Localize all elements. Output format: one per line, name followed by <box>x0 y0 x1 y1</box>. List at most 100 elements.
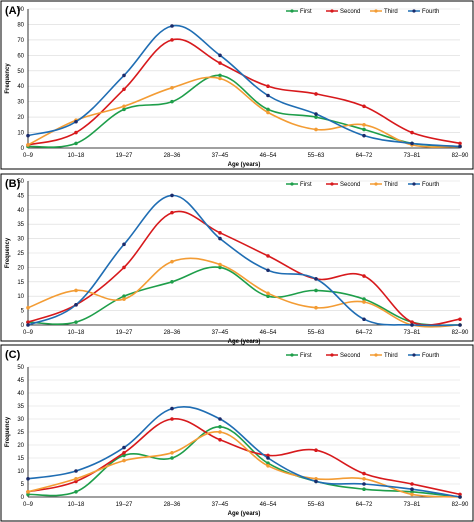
legend-label: First <box>300 353 312 359</box>
y-tick-label: 70 <box>17 38 24 44</box>
series-line <box>27 406 461 498</box>
data-point <box>458 495 462 499</box>
series-line <box>27 266 461 326</box>
x-tick-label: 19–27 <box>116 330 133 336</box>
data-point <box>362 300 366 304</box>
data-point <box>74 130 78 135</box>
legend-item-second: Second <box>326 182 360 188</box>
x-tick-label: 46–54 <box>260 502 277 508</box>
data-point <box>266 110 270 115</box>
x-tick-label: 0–9 <box>23 153 34 159</box>
data-point <box>218 76 222 81</box>
legend-marker <box>330 182 334 186</box>
y-tick-label: 15 <box>17 456 24 462</box>
legend-item-first: First <box>286 9 312 15</box>
data-point <box>266 461 270 466</box>
y-tick-label: 30 <box>17 237 24 243</box>
x-tick-label: 37–45 <box>212 153 229 159</box>
data-point <box>410 487 414 492</box>
y-axis-title: Frequency <box>5 416 11 447</box>
y-axis-title: Frequency <box>5 63 11 94</box>
data-point <box>122 265 126 270</box>
data-point <box>266 291 270 296</box>
data-point <box>74 320 78 324</box>
data-point <box>218 231 222 235</box>
legend-label: First <box>300 182 312 188</box>
legend-item-fourth: Fourth <box>408 9 439 15</box>
data-point <box>122 445 126 450</box>
data-point <box>362 127 366 132</box>
x-tick-label: 0–9 <box>23 330 34 336</box>
y-tick-label: 0 <box>21 495 25 501</box>
series-line <box>27 194 461 327</box>
data-point <box>74 303 78 307</box>
data-point <box>314 288 318 293</box>
data-point <box>362 297 366 301</box>
series-line <box>27 24 461 148</box>
data-point <box>362 487 366 492</box>
data-point <box>170 99 174 104</box>
y-tick-label: 45 <box>17 193 24 199</box>
data-point <box>314 448 318 453</box>
data-point <box>362 104 366 109</box>
legend-marker <box>374 182 378 186</box>
data-point <box>362 274 366 278</box>
legend-marker <box>290 353 294 357</box>
x-tick-label: 82–90 <box>452 502 469 508</box>
panel-border <box>0 173 474 342</box>
data-point <box>218 425 222 429</box>
y-tick-label: 60 <box>17 53 24 59</box>
panel-border <box>0 344 474 522</box>
data-point <box>266 453 270 458</box>
data-point <box>122 294 126 299</box>
data-point <box>362 123 366 127</box>
data-point <box>458 323 462 327</box>
data-point <box>458 144 462 149</box>
data-point <box>266 84 270 89</box>
data-point <box>74 119 78 124</box>
x-tick-label: 19–27 <box>116 153 133 159</box>
legend-marker <box>374 9 378 13</box>
data-point <box>170 24 174 28</box>
legend-marker <box>330 353 334 357</box>
panel-label: (A) <box>5 5 21 17</box>
data-point <box>218 417 222 421</box>
legend-label: Second <box>340 353 360 359</box>
series-second <box>26 210 462 326</box>
y-tick-label: 20 <box>17 265 24 271</box>
y-tick-label: 40 <box>17 391 24 397</box>
panel-label: (B) <box>5 178 21 190</box>
x-tick-label: 0–9 <box>23 502 34 508</box>
legend-item-third: Third <box>370 353 398 359</box>
data-point <box>266 268 270 273</box>
data-point <box>410 492 414 497</box>
x-tick-label: 55–63 <box>308 330 325 336</box>
data-point <box>26 477 30 481</box>
x-tick-label: 64–72 <box>356 502 373 508</box>
y-tick-label: 10 <box>17 469 24 475</box>
y-tick-label: 5 <box>21 482 25 488</box>
y-tick-label: 50 <box>17 179 24 185</box>
y-tick-label: 0 <box>21 146 25 152</box>
series-second <box>26 38 462 147</box>
legend-item-fourth: Fourth <box>408 353 439 359</box>
series-first <box>26 425 462 499</box>
data-point <box>170 259 174 264</box>
x-tick-label: 10–18 <box>68 153 85 159</box>
data-point <box>266 464 270 468</box>
x-tick-label: 28–36 <box>164 502 181 508</box>
data-point <box>74 477 78 481</box>
data-point <box>314 479 318 484</box>
legend-label: First <box>300 9 312 15</box>
x-tick-label: 28–36 <box>164 330 181 336</box>
data-point <box>170 456 174 460</box>
data-point <box>74 469 78 473</box>
y-tick-label: 80 <box>17 22 24 28</box>
panel-border <box>0 0 474 170</box>
legend-label: Fourth <box>422 182 439 188</box>
data-point <box>314 477 318 481</box>
data-point <box>218 430 222 434</box>
y-tick-label: 5 <box>21 309 25 315</box>
data-point <box>74 288 78 293</box>
